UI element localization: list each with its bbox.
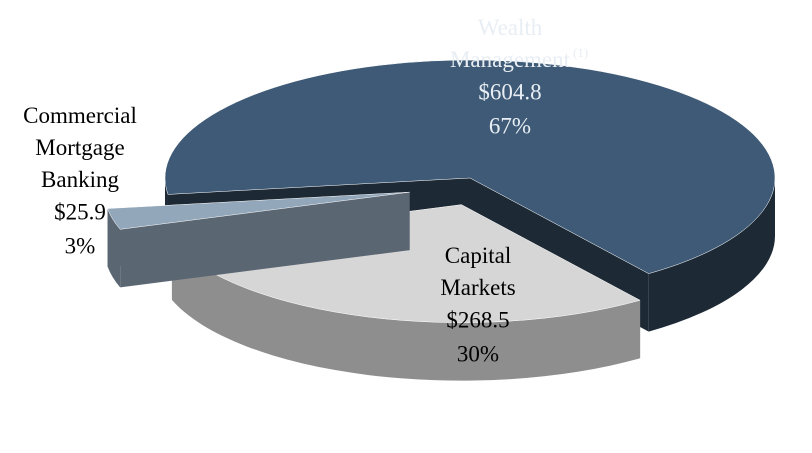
- percent-label: 30%: [457, 341, 499, 366]
- value-label: $25.9: [54, 199, 106, 224]
- slice-label: Capital Markets: [440, 243, 515, 300]
- percent-label: 67%: [489, 113, 531, 138]
- slice-label: Wealth Management: [450, 15, 571, 72]
- slice: [107, 191, 410, 230]
- slice-side: [107, 208, 121, 288]
- value-label: $268.5: [446, 307, 509, 332]
- percent-label: 3%: [65, 233, 96, 258]
- footnote-mark: (1): [573, 45, 588, 60]
- slice-side: [648, 178, 775, 332]
- slice-side: [171, 241, 641, 381]
- slice-label: Commercial Mortgage Banking: [23, 103, 137, 192]
- value-label: $604.8: [478, 79, 541, 104]
- slice: [164, 59, 776, 274]
